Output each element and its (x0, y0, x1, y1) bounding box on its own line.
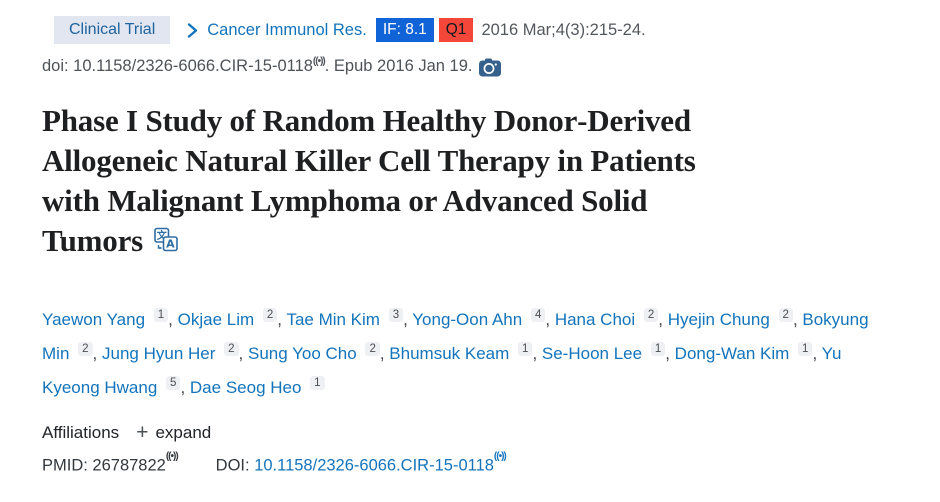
pmid-group: PMID: 26787822((•)) (42, 451, 179, 476)
doi-signal-icon[interactable]: ((•)) (493, 451, 507, 462)
author-separator: , (277, 310, 287, 329)
epub-text: . Epub 2016 Jan 19. (324, 57, 473, 75)
author-link[interactable]: Bokyung Min (42, 310, 869, 363)
author-separator: , (792, 310, 803, 329)
author-affiliation-superscript[interactable]: 1 (650, 342, 666, 356)
svg-text:文: 文 (156, 229, 167, 242)
citation-signal-icon[interactable]: ((•)) (312, 56, 326, 67)
author-affiliation-superscript[interactable]: 1 (310, 376, 325, 390)
author-link[interactable]: Bhumsuk Keam (389, 344, 510, 363)
author-separator: , (403, 310, 413, 329)
doi-text: doi: 10.1158/2326-6066.CIR-15-0118 (42, 57, 313, 75)
affiliations-label: Affiliations (42, 422, 120, 442)
author-link[interactable]: Dong-Wan Kim (674, 344, 790, 363)
doi-group: DOI: 10.1158/2326-6066.CIR-15-0118((•)) (215, 451, 507, 476)
author-link[interactable]: Okjae Lim (177, 310, 255, 329)
citation-text: 2016 Mar;4(3):215-24. (481, 20, 646, 39)
author-link[interactable]: Yong-Oon Ahn (412, 310, 523, 329)
author-affiliation-superscript[interactable]: 1 (518, 342, 533, 356)
author-separator: , (92, 344, 102, 363)
author-separator: , (665, 344, 675, 363)
journal-link[interactable]: Cancer Immunol Res. (207, 20, 367, 39)
author-separator: , (658, 310, 668, 329)
pmid-signal-icon[interactable]: ((•)) (165, 451, 179, 462)
affiliations-row: Affiliations + expand (42, 422, 910, 443)
author-separator: , (545, 310, 555, 329)
translate-icon[interactable]: 文 A (153, 223, 179, 263)
author-separator: , (238, 344, 248, 363)
pubmed-article-page: Clinical Trial Cancer Immunol Res. IF: 8… (42, 16, 910, 476)
impact-factor-badge[interactable]: IF: 8.1 (375, 18, 434, 42)
author-affiliation-superscript[interactable]: 2 (78, 342, 93, 356)
author-affiliation-superscript[interactable]: 4 (530, 308, 546, 322)
author-link[interactable]: Jung Hyun Her (102, 344, 216, 363)
citation-strip: Clinical Trial Cancer Immunol Res. IF: 8… (54, 16, 910, 44)
author-link[interactable]: Sung Yoo Cho (247, 344, 357, 363)
author-link[interactable]: Hyejin Chung (667, 310, 770, 329)
author-list: Yaewon Yang 1, Okjae Lim 2, Tae Min Kim … (42, 303, 872, 405)
author-affiliation-superscript[interactable]: 1 (153, 308, 169, 322)
author-affiliation-superscript[interactable]: 2 (365, 342, 380, 356)
doi-label: DOI: (215, 456, 255, 475)
author-link[interactable]: Dae Seog Heo (189, 378, 302, 397)
author-link[interactable]: Yu Kyeong Hwang (42, 344, 842, 397)
author-separator: , (812, 344, 822, 363)
identifiers-row: PMID: 26787822((•)) DOI: 10.1158/2326-60… (42, 451, 910, 476)
author-affiliation-superscript[interactable]: 5 (166, 376, 181, 390)
author-separator: , (180, 378, 190, 397)
author-link[interactable]: Yaewon Yang (42, 310, 146, 329)
camera-icon[interactable] (479, 58, 502, 77)
author-affiliation-superscript[interactable]: 1 (798, 342, 813, 356)
plus-icon: + (136, 421, 149, 444)
author-separator: , (379, 344, 390, 363)
quartile-badge[interactable]: Q1 (438, 18, 474, 42)
author-link[interactable]: Tae Min Kim (286, 310, 380, 329)
affiliations-expand-button[interactable]: + expand (136, 422, 211, 443)
author-affiliation-superscript[interactable]: 2 (224, 342, 239, 356)
pmid-value: 26787822 (92, 456, 166, 475)
publication-type-badge: Clinical Trial (54, 16, 171, 44)
author-affiliation-superscript[interactable]: 3 (388, 308, 404, 322)
author-separator: , (168, 310, 178, 329)
doi-link[interactable]: 10.1158/2326-6066.CIR-15-0118 (254, 456, 494, 475)
author-separator: , (532, 344, 542, 363)
author-link[interactable]: Hana Choi (554, 310, 636, 329)
author-affiliation-superscript[interactable]: 2 (262, 308, 278, 322)
author-affiliation-superscript[interactable]: 2 (643, 308, 659, 322)
article-title: Phase I Study of Random Healthy Donor‑De… (42, 101, 902, 261)
svg-text:A: A (166, 238, 175, 251)
pmid-label: PMID: (42, 456, 93, 475)
author-link[interactable]: Se-Hoon Lee (541, 344, 643, 363)
chevron-right-icon (186, 22, 199, 39)
doi-row: doi: 10.1158/2326-6066.CIR-15-0118 ((•)).… (42, 56, 910, 77)
author-affiliation-superscript[interactable]: 2 (778, 308, 793, 322)
expand-label: expand (155, 422, 212, 442)
